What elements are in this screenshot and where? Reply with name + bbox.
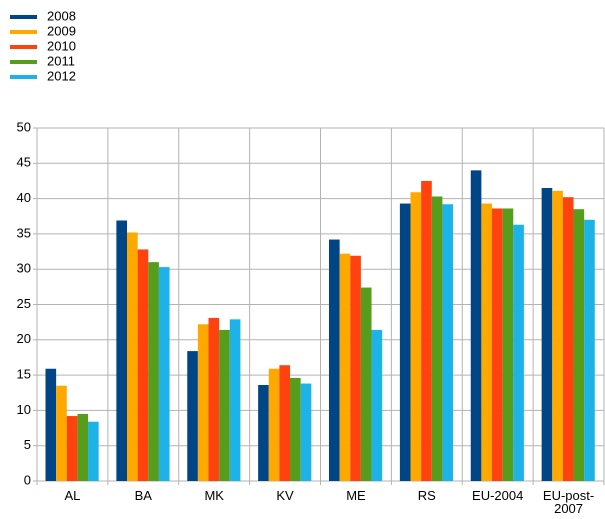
bar bbox=[279, 365, 291, 481]
x-tick-label: EU-2004 bbox=[472, 488, 524, 503]
bar bbox=[290, 377, 301, 481]
bar bbox=[584, 219, 595, 481]
bar bbox=[431, 196, 443, 481]
y-tick-label: 25 bbox=[17, 296, 31, 311]
legend-label: 2011 bbox=[47, 53, 75, 68]
bar bbox=[573, 209, 585, 481]
bar bbox=[56, 385, 67, 481]
y-tick-label: 0 bbox=[24, 472, 31, 487]
bar bbox=[187, 351, 198, 481]
y-tick-label: 20 bbox=[17, 331, 31, 346]
bar bbox=[197, 324, 209, 481]
y-tick-label: 5 bbox=[24, 437, 31, 452]
y-tick-label: 35 bbox=[17, 225, 31, 240]
y-tick-label: 15 bbox=[17, 367, 31, 382]
bar bbox=[481, 203, 493, 482]
bar bbox=[470, 170, 482, 482]
bar bbox=[410, 192, 422, 481]
bar bbox=[45, 368, 57, 481]
bar bbox=[158, 267, 170, 481]
x-tick-label: RS bbox=[417, 488, 436, 503]
y-tick-label: 10 bbox=[17, 402, 31, 417]
bar bbox=[208, 317, 220, 481]
bar bbox=[502, 208, 514, 481]
bar bbox=[492, 208, 503, 481]
bar bbox=[258, 384, 269, 481]
bar bbox=[339, 253, 351, 481]
x-tick-label: KV bbox=[276, 488, 294, 503]
bar bbox=[88, 421, 99, 481]
bar bbox=[350, 255, 361, 481]
bar bbox=[77, 413, 89, 481]
bar bbox=[399, 203, 411, 482]
bar bbox=[268, 368, 280, 481]
bar bbox=[371, 329, 383, 481]
x-tick-label: EU-post-2007 bbox=[542, 488, 595, 516]
y-tick-label: 50 bbox=[17, 119, 31, 134]
legend-label: 2012 bbox=[47, 68, 76, 83]
bar bbox=[66, 416, 78, 481]
legend-label: 2008 bbox=[47, 8, 76, 23]
bar bbox=[442, 204, 454, 482]
y-tick-label: 40 bbox=[17, 190, 31, 205]
legend-label: 2010 bbox=[47, 38, 76, 53]
y-tick-label: 45 bbox=[17, 155, 31, 170]
bar bbox=[360, 287, 372, 481]
bar bbox=[513, 224, 524, 482]
bar bbox=[148, 262, 159, 481]
y-tick-label: 30 bbox=[17, 261, 31, 276]
x-tick-label: ME bbox=[346, 488, 366, 503]
legend-label: 2009 bbox=[47, 23, 76, 38]
bar bbox=[552, 190, 563, 482]
bar bbox=[229, 319, 241, 481]
x-tick-label: MK bbox=[204, 488, 224, 503]
bar bbox=[329, 239, 340, 481]
x-tick-label: BA bbox=[134, 488, 152, 503]
bar bbox=[116, 220, 128, 481]
bar bbox=[421, 180, 432, 481]
bar bbox=[219, 329, 230, 481]
bar bbox=[137, 249, 149, 481]
x-tick-label: AL bbox=[64, 488, 81, 503]
bar bbox=[541, 188, 553, 481]
bar bbox=[127, 232, 138, 481]
bar bbox=[300, 383, 312, 481]
bar bbox=[562, 197, 574, 482]
